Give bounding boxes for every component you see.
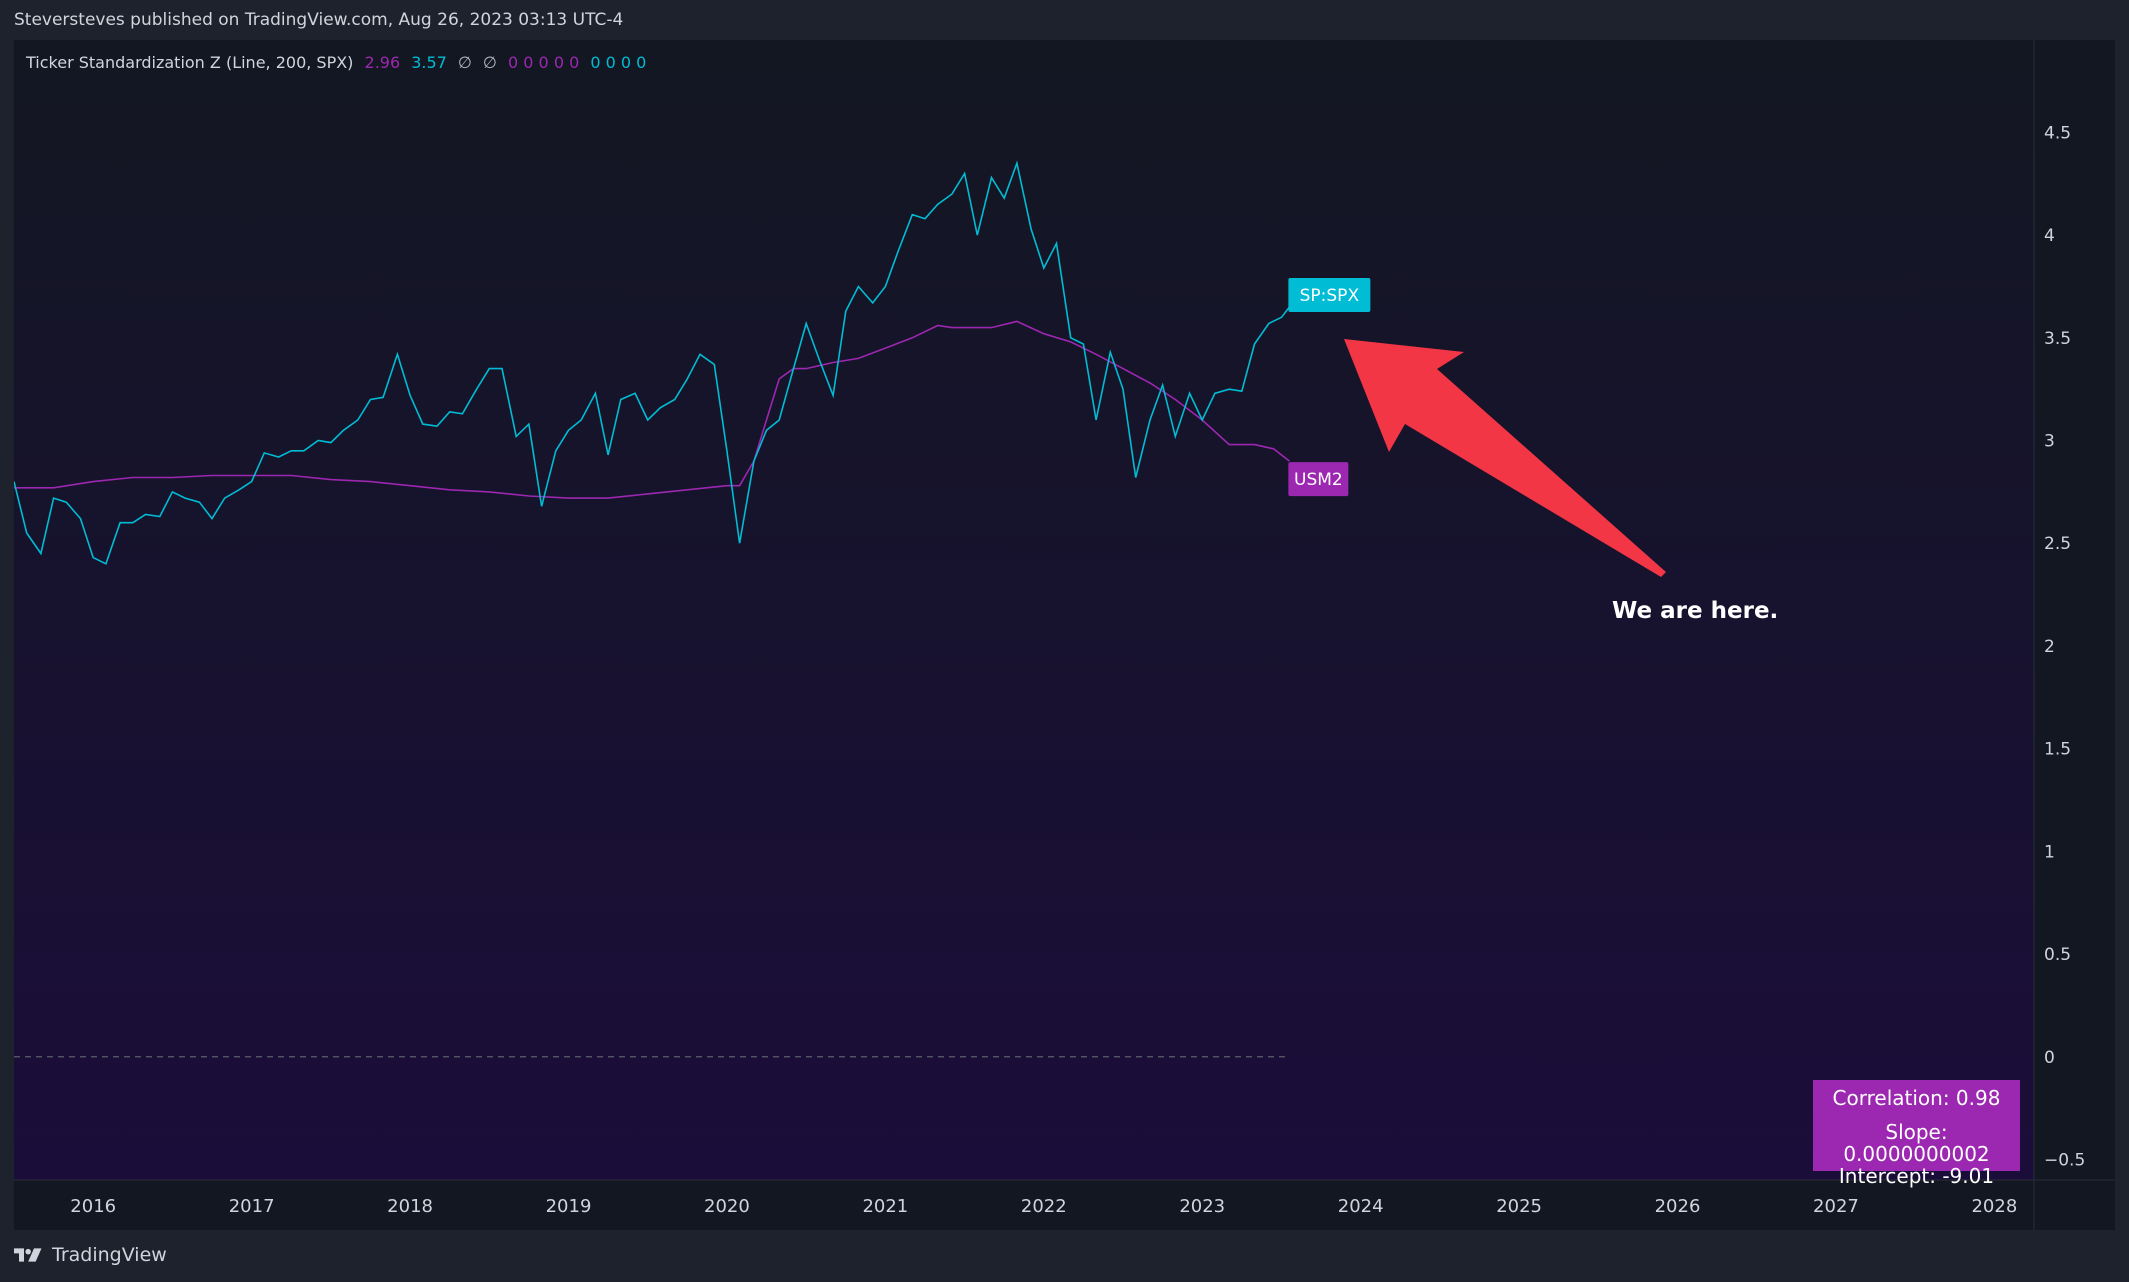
series-end-label: SP:SPX <box>1300 286 1360 306</box>
time-scale[interactable] <box>14 1180 2115 1230</box>
stats-correlation: Correlation: 0.98 <box>1832 1086 2001 1110</box>
chart-svg[interactable]: −0.5 0 0.5 1 1.5 2 2.5 3 3.5 4 4.5 2016 2017 2018 2019… <box>14 40 2115 1230</box>
y-tick-label: 2.5 <box>2044 534 2071 554</box>
y-tick-label: 2 <box>2044 637 2055 657</box>
plot-area[interactable] <box>14 40 2034 1180</box>
x-tick-label: 2018 <box>387 1196 433 1217</box>
x-tick-label: 2019 <box>546 1196 592 1217</box>
legend-value-usm2: 2.96 <box>364 53 401 72</box>
series-line-sp-spx[interactable] <box>14 160 1291 565</box>
series-end-label-bg <box>1288 462 1349 497</box>
y-tick-label: 3 <box>2044 432 2055 452</box>
y-tick-label: 1 <box>2044 842 2055 862</box>
y-tick-label: 3.5 <box>2044 329 2071 349</box>
y-tick-label: 0.5 <box>2044 945 2071 965</box>
series-end-label-bg <box>1288 278 1371 313</box>
x-tick-label: 2021 <box>862 1196 908 1217</box>
brand-text: TradingView <box>52 1244 167 1266</box>
legend-zeros-cyan: 0 0 0 0 <box>590 53 647 72</box>
x-tick-label: 2022 <box>1021 1196 1067 1217</box>
legend-null-2: ∅ <box>482 53 497 72</box>
y-tick-label: 4 <box>2044 226 2055 246</box>
legend-zeros-magenta: 0 0 0 0 0 <box>508 53 580 72</box>
stats-box: Correlation: 0.98 Slope: 0.0000000002 In… <box>1813 1080 2020 1187</box>
published-header: Steversteves published on TradingView.co… <box>0 0 2129 40</box>
y-tick-label: 1.5 <box>2044 740 2071 760</box>
y-tick-label: 0 <box>2044 1048 2055 1068</box>
series-end-label: USM2 <box>1294 470 1343 490</box>
legend-null-1: ∅ <box>457 53 472 72</box>
x-tick-label: 2016 <box>70 1196 116 1217</box>
tradingview-logo-icon <box>14 1248 42 1262</box>
x-tick-label: 2025 <box>1496 1196 1542 1217</box>
x-tick-label: 2020 <box>704 1196 750 1217</box>
x-tick-label: 2017 <box>229 1196 275 1217</box>
x-tick-label: 2026 <box>1655 1196 1701 1217</box>
y-tick-label: 4.5 <box>2044 123 2071 143</box>
chart-frame[interactable]: −0.5 0 0.5 1 1.5 2 2.5 3 3.5 4 4.5 2016 2017 2018 2019… <box>14 40 2115 1230</box>
x-tick-label: 2028 <box>1971 1196 2017 1217</box>
indicator-title: Ticker Standardization Z (Line, 200, SPX… <box>26 53 354 72</box>
x-tick-label: 2027 <box>1813 1196 1859 1217</box>
stats-intercept: Intercept: -9.01 <box>1838 1164 1995 1188</box>
price-scale[interactable] <box>2034 40 2115 1180</box>
arrow-up-left-icon <box>1344 339 1666 577</box>
annotation-text: We are here. <box>1612 598 1778 624</box>
stats-slope: Slope: 0.0000000002 <box>1843 1120 1990 1166</box>
indicator-legend[interactable]: Ticker Standardization Z (Line, 200, SPX… <box>26 53 652 72</box>
tradingview-brand[interactable]: TradingView <box>14 1244 167 1266</box>
x-tick-label: 2023 <box>1179 1196 1225 1217</box>
published-text: Steversteves published on TradingView.co… <box>14 10 624 30</box>
x-tick-label: 2024 <box>1338 1196 1384 1217</box>
legend-value-spx: 3.57 <box>411 53 447 72</box>
y-tick-label: −0.5 <box>2044 1150 2085 1170</box>
footer-bar: TradingView <box>0 1230 2129 1282</box>
